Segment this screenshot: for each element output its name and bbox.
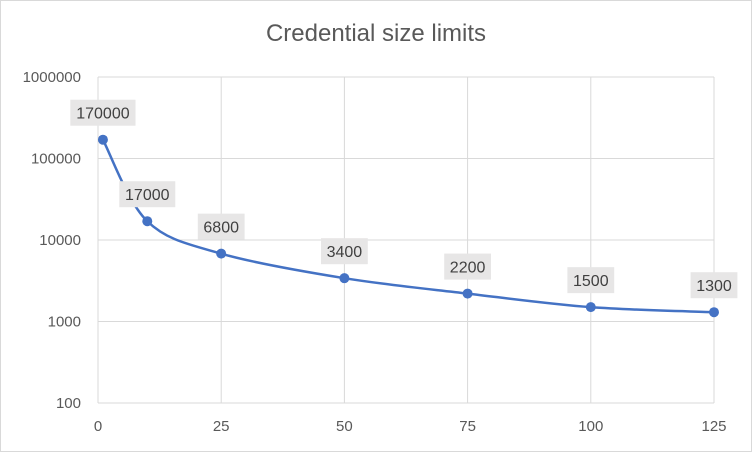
data-label: 6800 [203,220,239,237]
data-label: 1300 [696,278,732,295]
data-label-box [70,99,136,126]
y-tick-label: 100 [56,395,81,412]
series-line [101,139,715,314]
data-point [585,302,596,313]
data-point [462,288,473,299]
y-tick-label: 1000 [48,314,81,331]
data-label-box [444,253,491,280]
y-tick-label: 1000000 [23,69,81,86]
data-label: 1500 [573,273,609,290]
y-tick-label: 10000 [39,232,81,249]
data-label: 170000 [76,106,129,123]
data-label-box [119,181,176,208]
x-tick-label: 125 [701,418,726,435]
x-tick-label: 25 [213,418,230,435]
chart-title: Credential size limits [265,20,487,47]
x-tick-label: 0 [94,418,102,435]
data-label-box [321,238,368,265]
data-label: 17000 [125,187,170,204]
data-point [216,248,227,259]
data-label-box [567,267,615,294]
x-tick-label: 50 [336,418,353,435]
x-tick-label: 75 [459,418,476,435]
data-label: 2200 [450,260,486,277]
data-label-box [197,213,245,240]
x-tick-label: 100 [578,418,603,435]
data-point [709,307,719,318]
data-label: 3400 [327,244,363,261]
data-point [339,273,350,284]
y-tick-label: 100000 [31,151,81,168]
data-label-box [690,272,738,299]
data-point [142,216,153,227]
data-point [97,134,108,145]
